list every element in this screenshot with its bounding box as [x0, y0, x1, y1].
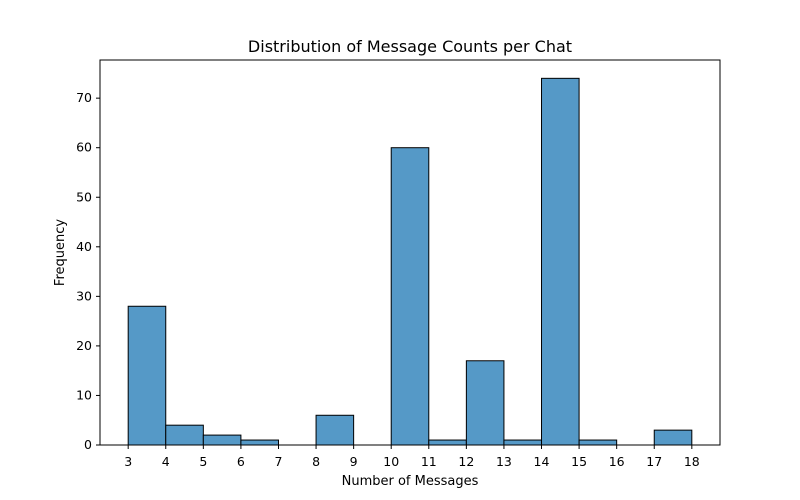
x-axis-label: Number of Messages [342, 474, 479, 489]
histogram-bar-11 [578, 439, 618, 446]
histogram-bar-3 [202, 434, 242, 446]
y-tick-label-40: 40 [76, 239, 92, 254]
histogram-bar-5 [315, 414, 355, 446]
x-axis: 3 4 5 6 7 8 9 10 11 12 13 14 15 16 17 18 [124, 445, 700, 469]
x-tick-label-11: 11 [421, 454, 437, 469]
histogram-bar-6 [390, 147, 430, 446]
x-tick-label-9: 9 [350, 454, 358, 469]
x-tick-label-16: 16 [609, 454, 625, 469]
plot-frame [99, 59, 721, 446]
x-tick-label-8: 8 [312, 454, 320, 469]
y-axis: 0 10 20 30 40 50 60 70 [76, 90, 100, 452]
y-tick-label-60: 60 [76, 140, 92, 155]
x-tick-label-18: 18 [684, 454, 700, 469]
x-tick-label-10: 10 [383, 454, 399, 469]
y-tick-label-50: 50 [76, 189, 92, 204]
y-tick-label-30: 30 [76, 288, 92, 303]
x-tick-label-14: 14 [534, 454, 550, 469]
x-tick-label-6: 6 [237, 454, 245, 469]
x-tick-label-4: 4 [162, 454, 170, 469]
y-tick-label-70: 70 [76, 90, 92, 105]
y-axis-label: Frequency [53, 219, 68, 286]
y-tick-label-0: 0 [84, 437, 92, 452]
x-tick-label-12: 12 [458, 454, 474, 469]
x-tick-label-3: 3 [124, 454, 132, 469]
bars-layer [127, 77, 693, 446]
histogram-bar-2 [165, 424, 204, 446]
histogram-bar-12 [653, 429, 693, 446]
y-tick-label-10: 10 [76, 387, 92, 402]
histogram-bar-4 [240, 439, 279, 446]
histogram-bar-8 [465, 360, 505, 446]
x-tick-label-15: 15 [571, 454, 587, 469]
x-tick-label-17: 17 [646, 454, 662, 469]
x-tick-label-5: 5 [199, 454, 207, 469]
x-tick-label-13: 13 [496, 454, 512, 469]
histogram-bar-9 [503, 439, 543, 446]
histogram-bar-10 [541, 77, 580, 446]
y-tick-label-20: 20 [76, 338, 92, 353]
x-tick-label-7: 7 [275, 454, 283, 469]
histogram-bar-1 [127, 305, 167, 446]
chart-title: Distribution of Message Counts per Chat [248, 37, 572, 56]
histogram-bar-7 [428, 439, 467, 446]
